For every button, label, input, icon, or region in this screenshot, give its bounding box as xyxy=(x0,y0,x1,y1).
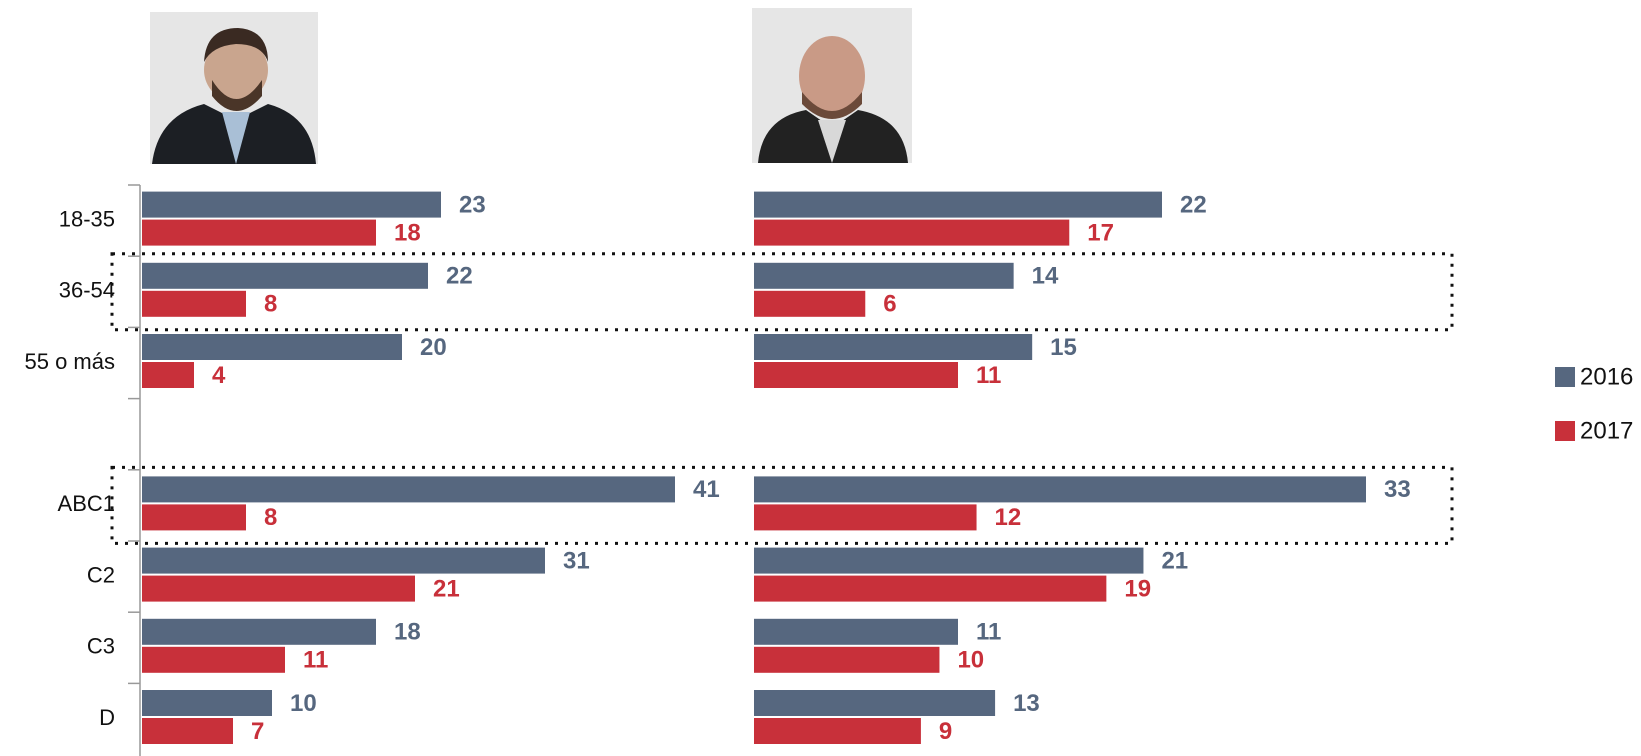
value-label: 20 xyxy=(420,334,447,361)
value-label: 10 xyxy=(957,647,984,674)
value-label: 11 xyxy=(976,619,1001,646)
bar xyxy=(754,219,1070,246)
value-label: 14 xyxy=(1032,263,1059,290)
value-label: 17 xyxy=(1087,219,1114,246)
value-label: 31 xyxy=(563,547,590,574)
category-label: C2 xyxy=(87,562,115,587)
category-label: ABC1 xyxy=(58,491,115,516)
category-label: 55 o más xyxy=(25,349,116,374)
bar xyxy=(142,547,545,574)
value-label: 4 xyxy=(212,362,226,389)
bar xyxy=(142,362,194,388)
bar xyxy=(142,476,675,503)
bar xyxy=(754,362,958,388)
bar xyxy=(142,646,285,673)
bar xyxy=(142,219,376,246)
bar xyxy=(754,191,1162,218)
value-label: 13 xyxy=(1013,690,1040,717)
value-label: 8 xyxy=(264,291,277,318)
value-label: 21 xyxy=(1161,547,1188,574)
bar xyxy=(142,618,376,645)
value-label: 9 xyxy=(939,718,952,745)
value-label: 22 xyxy=(1180,191,1207,218)
highlight-box xyxy=(110,465,1454,545)
bar xyxy=(754,646,940,673)
bar xyxy=(754,618,958,645)
value-label: 15 xyxy=(1050,334,1077,361)
value-label: 19 xyxy=(1124,575,1151,602)
value-label: 12 xyxy=(995,504,1022,531)
bar xyxy=(754,262,1014,289)
value-label: 23 xyxy=(459,191,486,218)
bar xyxy=(754,575,1107,602)
bar xyxy=(754,290,866,317)
bar xyxy=(142,191,441,218)
value-label: 18 xyxy=(394,219,421,246)
highlight-box xyxy=(110,252,1454,332)
bar xyxy=(754,690,996,716)
legend-label: 2017 xyxy=(1580,417,1633,444)
bar xyxy=(142,262,428,289)
category-label: C3 xyxy=(87,634,115,659)
value-label: 11 xyxy=(976,362,1001,389)
category-label: D xyxy=(99,705,115,730)
value-label: 8 xyxy=(264,504,277,531)
legend-swatch xyxy=(1555,421,1575,441)
bar xyxy=(754,547,1144,574)
value-label: 10 xyxy=(290,690,317,717)
bar xyxy=(754,476,1366,503)
bar xyxy=(142,504,246,531)
bar xyxy=(754,334,1033,360)
value-label: 33 xyxy=(1384,476,1411,503)
bar xyxy=(142,575,415,602)
value-label: 22 xyxy=(446,263,473,290)
value-label: 41 xyxy=(693,476,720,503)
legend-swatch xyxy=(1555,367,1575,387)
bar xyxy=(142,290,246,317)
bar xyxy=(142,718,233,744)
bar xyxy=(754,718,921,744)
value-label: 21 xyxy=(433,575,460,602)
photo-left xyxy=(150,12,318,164)
value-label: 6 xyxy=(883,291,896,318)
bar xyxy=(142,690,272,716)
category-label: 18-35 xyxy=(59,206,115,231)
legend-label: 2016 xyxy=(1580,363,1633,390)
photo-right xyxy=(752,8,912,163)
category-label: 36-54 xyxy=(59,278,115,303)
bar xyxy=(142,334,402,360)
value-label: 18 xyxy=(394,619,421,646)
bar xyxy=(754,504,977,531)
value-label: 11 xyxy=(303,647,328,674)
value-label: 7 xyxy=(251,718,264,745)
